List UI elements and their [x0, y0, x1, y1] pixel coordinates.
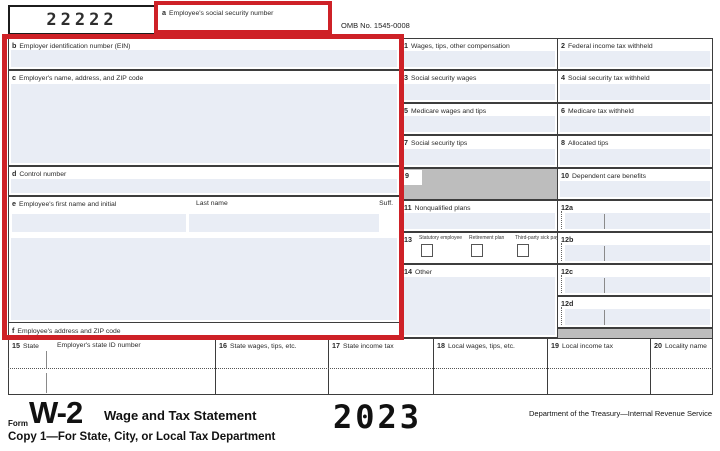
box-1: 1 Wages, tips, other compensation: [400, 38, 558, 70]
box-9-number-square: 9: [402, 170, 422, 185]
control-number-input[interactable]: [11, 179, 397, 193]
box-15[interactable]: 15 State Employer's state ID number: [8, 338, 216, 395]
box-6: 6 Medicare tax withheld: [557, 103, 713, 135]
box12b-input[interactable]: [565, 245, 710, 261]
form-code-box: 22222: [8, 5, 156, 35]
employee-address-area: [8, 238, 400, 322]
box-12c-code-divider: [561, 275, 562, 293]
ein-input[interactable]: [11, 50, 397, 67]
suffix-label: Suff.: [379, 200, 393, 207]
state-id-label: Employer's state ID number: [57, 342, 141, 349]
box-10: 10 Dependent care benefits: [557, 168, 713, 200]
form-word: Form: [8, 419, 28, 428]
box-12d-code-divider: [561, 307, 562, 325]
box-12b: 12b: [557, 232, 713, 264]
box-a-number: a: [162, 8, 166, 17]
employer-name-address-input[interactable]: [11, 84, 397, 163]
state-code-divider-top: [46, 351, 47, 368]
state-row-dotted-divider: [8, 368, 713, 369]
box-18[interactable]: 18 Local wages, tips, etc.: [433, 338, 548, 395]
employee-address-input[interactable]: [11, 238, 397, 320]
box-12a-amount-divider: [604, 214, 605, 229]
box4-ss-tax-input[interactable]: [560, 84, 710, 100]
box-a-label: a Employee's social security number: [162, 8, 274, 17]
box-b: b Employer identification number (EIN): [8, 38, 400, 70]
first-name-input[interactable]: [12, 214, 186, 232]
retirement-plan-group: Retirement plan: [469, 235, 513, 257]
box-f-number: f: [12, 326, 15, 335]
box2-federal-tax-input[interactable]: [560, 51, 710, 67]
box5-medicare-wages-input[interactable]: [403, 116, 555, 132]
form-number: W-2: [29, 395, 83, 430]
last-name-input[interactable]: [189, 214, 379, 232]
form-code: 22222: [46, 10, 118, 30]
copy-line: Copy 1—For State, City, or Local Tax Dep…: [8, 431, 276, 443]
box-12a: 12a: [557, 200, 713, 232]
box11-nonqualified-plans-input[interactable]: [403, 213, 555, 229]
box-2: 2 Federal income tax withheld: [557, 38, 713, 70]
box-14: 14 Other: [400, 264, 558, 338]
box7-ss-tips-input[interactable]: [403, 149, 555, 165]
box-13: 13 Statutory employee Retirement plan Th…: [400, 232, 559, 264]
box-12b-amount-divider: [604, 246, 605, 261]
agency-line: Department of the Treasury—Internal Reve…: [528, 409, 712, 418]
box14-other-input[interactable]: [403, 277, 555, 335]
box-8: 8 Allocated tips: [557, 135, 713, 168]
box-12d: 12d: [557, 296, 713, 328]
box-12b-code-divider: [561, 243, 562, 261]
statutory-employee-group: Statutory employee: [419, 235, 463, 257]
box10-dependent-care-input[interactable]: [560, 181, 710, 197]
box-17[interactable]: 17 State income tax: [328, 338, 434, 395]
ssn-input[interactable]: [160, 18, 326, 28]
box-e: e Employee's first name and initial Last …: [8, 196, 400, 238]
box-11: 11 Nonqualified plans: [400, 200, 558, 232]
box-b-number: b: [12, 41, 17, 50]
box-12a-code-divider: [561, 211, 562, 229]
box-20[interactable]: 20 Locality name: [650, 338, 713, 395]
box12a-input[interactable]: [565, 213, 710, 229]
box-7: 7 Social security tips: [400, 135, 558, 168]
box-4: 4 Social security tax withheld: [557, 70, 713, 103]
box-e-number: e: [12, 199, 16, 208]
last-name-label: Last name: [196, 200, 228, 207]
box-5: 5 Medicare wages and tips: [400, 103, 558, 135]
box-d-number: d: [12, 169, 17, 178]
box-12d-amount-divider: [604, 310, 605, 325]
box-a-highlight: a Employee's social security number: [154, 1, 332, 34]
third-party-sick-pay-checkbox[interactable]: [517, 243, 529, 257]
box-c-number: c: [12, 73, 16, 82]
box3-ss-wages-input[interactable]: [403, 84, 555, 100]
box-9-shaded: 9: [400, 168, 558, 200]
third-party-sick-pay-group: Third-party sick pay: [515, 235, 559, 257]
box1-wages-input[interactable]: [403, 51, 555, 67]
box-c: c Employer's name, address, and ZIP code: [8, 70, 400, 166]
box6-medicare-tax-input[interactable]: [560, 116, 710, 132]
box12d-input[interactable]: [565, 309, 710, 325]
state-code-divider-bottom: [46, 373, 47, 393]
box-f: f Employee's address and ZIP code: [8, 322, 400, 338]
box8-allocated-tips-input[interactable]: [560, 149, 710, 165]
box-12c: 12c: [557, 264, 713, 296]
tax-year: 2023: [333, 398, 423, 436]
box-d: d Control number: [8, 166, 400, 196]
retirement-plan-checkbox[interactable]: [471, 243, 483, 257]
statutory-employee-checkbox[interactable]: [421, 243, 433, 257]
omb-number: OMB No. 1545-0008: [341, 21, 410, 30]
box-19[interactable]: 19 Local income tax: [547, 338, 651, 395]
box12c-input[interactable]: [565, 277, 710, 293]
form-title: Wage and Tax Statement: [104, 408, 257, 423]
box-16[interactable]: 16 State wages, tips, etc.: [215, 338, 329, 395]
box-12c-amount-divider: [604, 278, 605, 293]
box-3: 3 Social security wages: [400, 70, 558, 103]
